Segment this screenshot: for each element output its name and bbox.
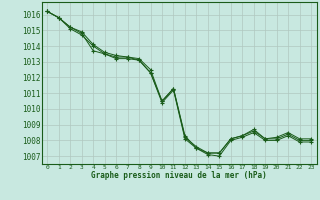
X-axis label: Graphe pression niveau de la mer (hPa): Graphe pression niveau de la mer (hPa) [91, 171, 267, 180]
